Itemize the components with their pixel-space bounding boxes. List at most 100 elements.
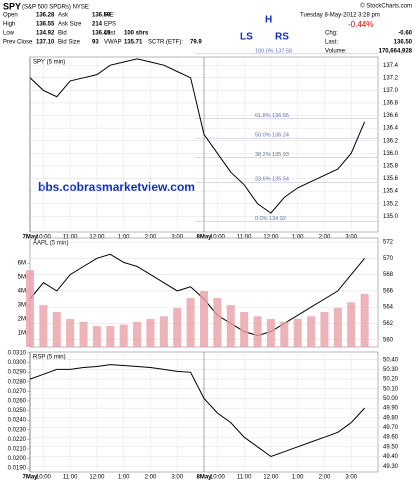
y-tick-label: 50.30 — [383, 367, 399, 373]
quote-field: -0.60 — [398, 31, 412, 37]
price-line — [29, 58, 366, 214]
y2-tick-label: 0.0230 — [8, 427, 27, 433]
panel-title: SPY (5 min) — [33, 60, 65, 66]
change-pct: -0.44% — [348, 20, 373, 29]
quote-field: Last — [104, 31, 116, 37]
quote-field: 170,664,928 — [379, 49, 413, 55]
x-tick-label: 3:00 — [171, 475, 183, 480]
quote-field: High — [3, 22, 15, 28]
volume-bar — [159, 316, 168, 347]
quote-field: 100 shrs — [124, 31, 149, 37]
volume-bar — [347, 302, 356, 347]
x-tick-label: 10:00 — [210, 475, 226, 480]
quote-field: 136.50 — [394, 40, 413, 46]
x-tick-label: 3:00 — [345, 235, 357, 241]
y-tick-label: 137.0 — [383, 88, 399, 94]
quote-field: P/E — [104, 13, 114, 19]
volume-bar — [307, 316, 316, 347]
y-tick-label: 49.90 — [383, 406, 399, 412]
annotation: RS — [275, 32, 289, 43]
y-tick-label: 136.4 — [383, 126, 399, 132]
copyright: © StockCharts.com — [360, 3, 412, 10]
quote-field: Ask — [58, 13, 69, 19]
y2-tick-label: 1M — [18, 331, 26, 337]
volume-bar — [146, 319, 155, 347]
x-tick-label: 10:00 — [36, 235, 52, 241]
y-tick-label: 49.70 — [383, 425, 399, 431]
level-label: 50.0% 136.24 — [255, 133, 289, 139]
y-tick-label: 136.0 — [383, 151, 399, 157]
y-tick-label: 49.60 — [383, 435, 399, 441]
volume-bar — [25, 270, 35, 347]
y-tick-label: 50.10 — [383, 386, 399, 392]
y2-tick-label: 0.0190 — [8, 466, 27, 472]
panel-title: RSP (5 min) — [33, 355, 66, 361]
y-tick-label: 568 — [383, 272, 394, 278]
quote-field: Prev Close — [3, 40, 33, 46]
volume-bar — [333, 307, 342, 347]
y2-tick-label: 0.0290 — [8, 370, 27, 376]
y2-tick-label: 0.0240 — [8, 418, 27, 424]
level-label: 61.8% 136.55 — [255, 113, 289, 119]
quote-field: Bid Size — [58, 40, 81, 46]
y-tick-label: 137.2 — [383, 75, 399, 81]
y2-tick-label: 0.0250 — [8, 408, 27, 414]
symbol-name: (S&P 500 SPDRs) NYSE — [22, 5, 89, 11]
y-tick-label: 135.4 — [383, 189, 399, 195]
y2-tick-label: 0.0280 — [8, 379, 27, 385]
x-tick-label: 3:00 — [345, 475, 357, 480]
volume-bar — [173, 307, 182, 347]
x-tick-label: 7May — [22, 235, 38, 241]
x-tick-label: 1:00 — [118, 475, 130, 480]
x-tick-label: 3:00 — [171, 235, 183, 241]
y2-tick-label: 0.0220 — [8, 437, 27, 443]
x-tick-label: 1:00 — [292, 235, 304, 241]
x-tick-label: 10:00 — [36, 475, 52, 480]
quote-field: Ask Size — [58, 22, 82, 28]
date: Tuesday 8-May-2012 3:28 pm — [300, 13, 380, 19]
quote-field: Chg: — [325, 31, 338, 37]
y-tick-label: 135.8 — [383, 163, 399, 169]
y-tick-label: 136.8 — [383, 101, 399, 107]
y-tick-label: 135.2 — [383, 201, 399, 207]
x-tick-label: 11:00 — [237, 235, 252, 241]
y-tick-label: 560 — [383, 337, 394, 343]
y-tick-label: 49.80 — [383, 415, 399, 421]
volume-bar — [92, 326, 101, 347]
y-tick-label: 50.00 — [383, 396, 399, 402]
x-tick-label: 8May — [196, 235, 212, 241]
x-tick-label: 11:00 — [237, 475, 252, 480]
y-tick-label: 572 — [383, 240, 394, 246]
x-tick-label: 12:00 — [89, 235, 105, 241]
annotation: H — [265, 15, 272, 26]
x-tick-label: 1:00 — [118, 235, 130, 241]
volume-bar — [293, 319, 302, 347]
quote-field: Low — [3, 31, 15, 37]
x-tick-label: 2:00 — [319, 475, 331, 480]
x-tick-label: 10:00 — [210, 235, 226, 241]
y-tick-label: 135.0 — [383, 214, 399, 220]
volume-bar — [320, 312, 329, 347]
quote-field: 136.49 — [92, 31, 111, 37]
y2-tick-label: 2M — [18, 317, 26, 323]
volume-bar — [240, 312, 249, 347]
x-tick-label: 2:00 — [145, 235, 157, 241]
volume-bar — [79, 321, 88, 347]
quote-field: EPS — [104, 22, 116, 28]
volume-bar — [66, 319, 75, 347]
x-tick-label: 2:00 — [145, 475, 157, 480]
symbol: SPY — [3, 1, 21, 11]
price-line — [29, 364, 365, 458]
x-tick-label: 7May — [22, 475, 38, 480]
volume-bar — [226, 305, 235, 347]
y-tick-label: 49.40 — [383, 454, 399, 460]
quote-field: Bid — [58, 31, 67, 37]
y-tick-label: 49.30 — [383, 464, 399, 470]
y-tick-label: 564 — [383, 305, 394, 311]
y-tick-label: 49.50 — [383, 444, 399, 450]
y2-tick-label: 6M — [18, 261, 26, 267]
volume-bar — [186, 298, 195, 347]
x-tick-label: 11:00 — [63, 235, 78, 241]
quote-field: 137.10 — [36, 40, 55, 46]
